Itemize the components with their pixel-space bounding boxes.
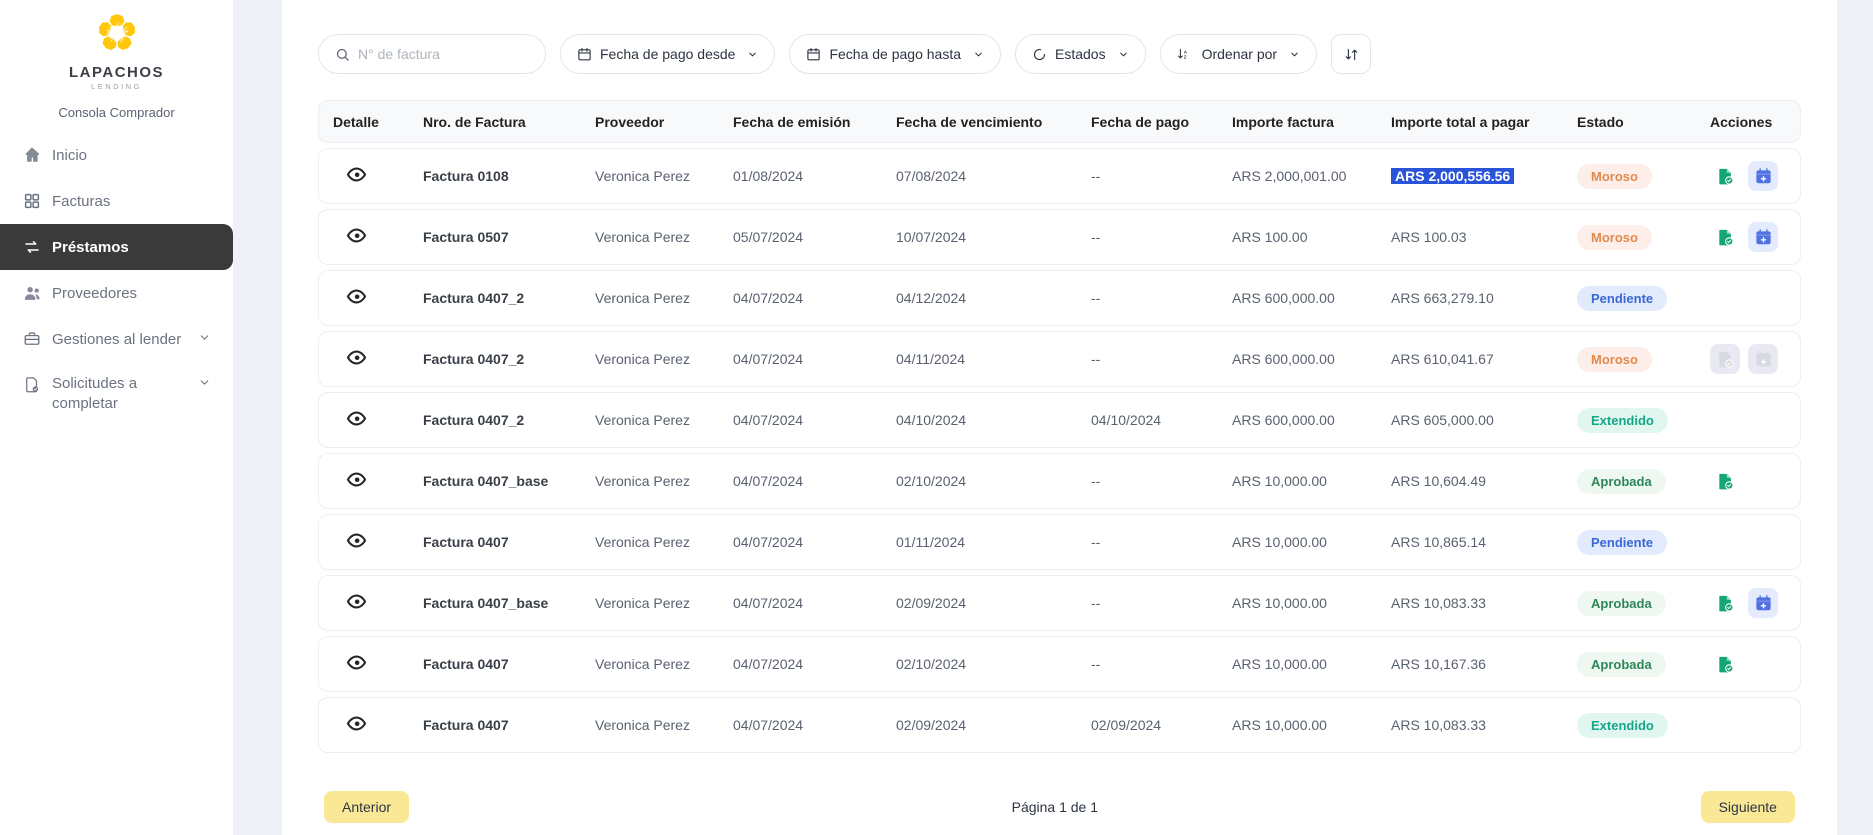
svg-text:A: A bbox=[1183, 49, 1187, 54]
svg-text:Z: Z bbox=[1183, 54, 1186, 59]
